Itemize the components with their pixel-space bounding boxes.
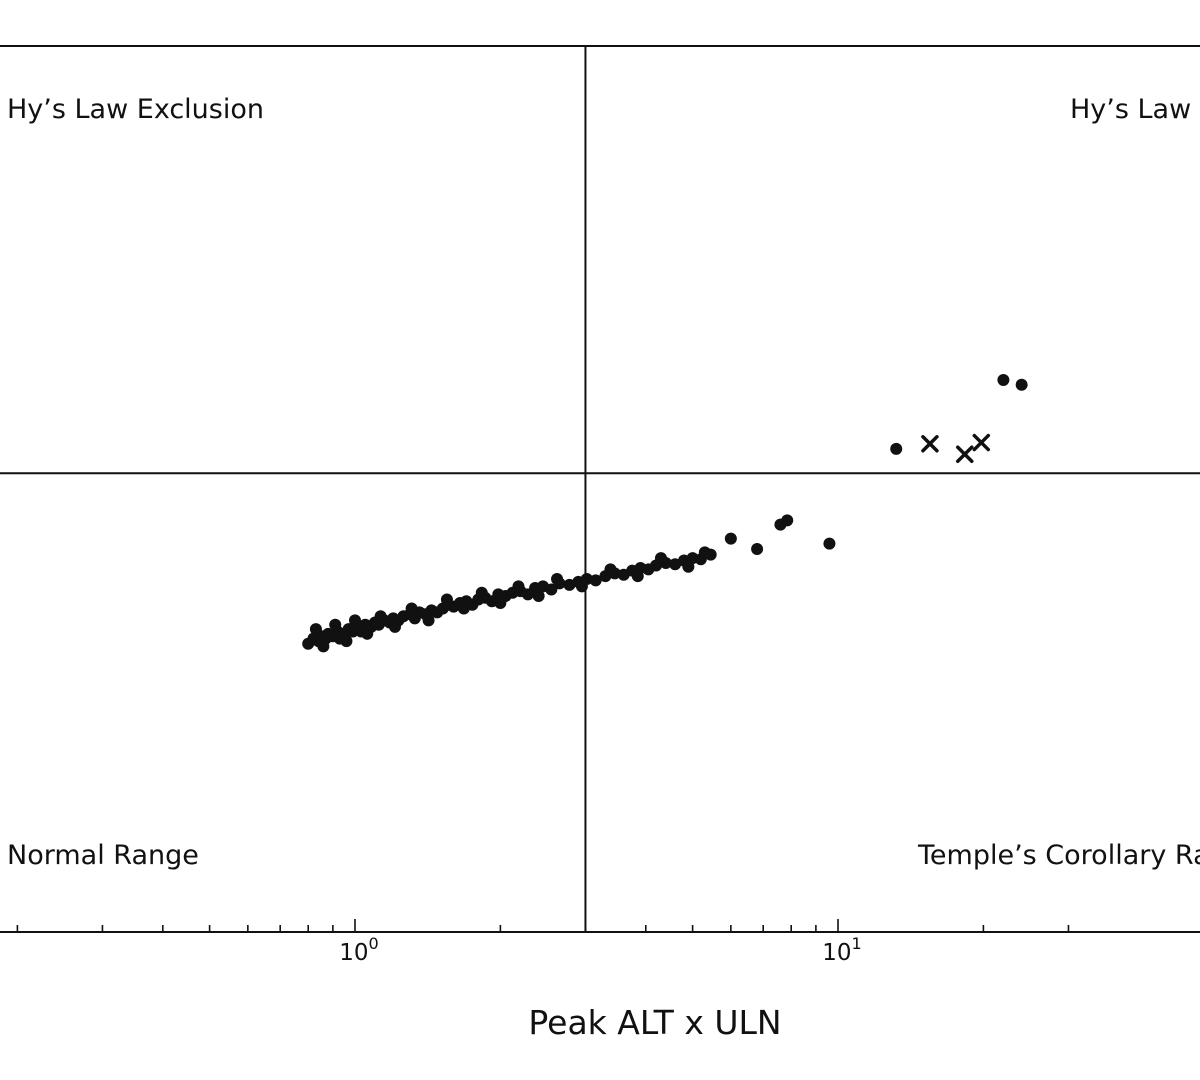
threshold-lines	[0, 46, 1200, 932]
data-point	[512, 580, 525, 593]
data-point	[440, 593, 453, 606]
data-point	[340, 635, 353, 648]
x-axis-ticks	[16, 919, 1070, 932]
data-point	[631, 570, 644, 583]
plot-frame	[0, 45, 1200, 933]
region-label-hys-law-range: Hy’s Law R	[1070, 94, 1200, 125]
region-label-temples-corollary-range: Temple’s Corollary Ra	[917, 840, 1200, 871]
data-point	[329, 618, 342, 631]
x-marker-stroke	[921, 435, 939, 453]
data-point	[388, 620, 401, 633]
data-point	[724, 532, 737, 545]
data-point	[494, 596, 507, 609]
x-marker-stroke	[956, 445, 974, 464]
data-point	[361, 627, 374, 640]
data-point	[604, 563, 617, 576]
data-point	[317, 640, 330, 653]
x-tick-labels: 100 101	[339, 934, 861, 966]
data-point	[997, 373, 1010, 386]
x-tick-label-10: 101	[822, 934, 861, 966]
x-tick-label-1: 100	[339, 934, 378, 966]
region-label-hys-law-exclusion: Hy’s Law Exclusion	[7, 94, 264, 125]
data-point	[781, 514, 794, 527]
x-marker-stroke	[972, 433, 991, 452]
data-point-x-marker	[921, 435, 939, 453]
data-point	[751, 542, 764, 555]
data-point	[309, 623, 322, 636]
data-point	[682, 560, 695, 573]
data-point	[405, 602, 418, 615]
data-point	[589, 574, 602, 587]
data-point	[532, 590, 545, 603]
data-point	[698, 546, 711, 559]
data-point	[457, 602, 470, 615]
data-point	[654, 552, 667, 565]
region-label-normal-range: Normal Range	[7, 840, 199, 871]
data-point	[1015, 378, 1028, 391]
data-point	[475, 586, 488, 599]
x-axis-title: Peak ALT x ULN	[528, 1003, 781, 1042]
data-point-x-marker	[972, 433, 991, 452]
data-point	[422, 614, 435, 627]
data-point	[551, 572, 564, 585]
data-point-x-marker	[956, 445, 974, 464]
data-point	[374, 610, 387, 623]
data-point	[349, 614, 361, 627]
data-point	[575, 580, 588, 593]
data-point	[890, 442, 903, 455]
data-point	[823, 537, 836, 550]
data-points	[302, 373, 1028, 653]
